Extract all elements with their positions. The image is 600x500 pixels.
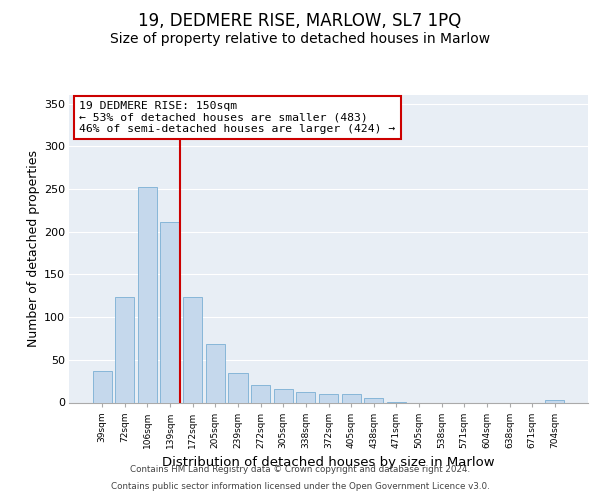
Text: Contains HM Land Registry data © Crown copyright and database right 2024.: Contains HM Land Registry data © Crown c… [130,465,470,474]
Y-axis label: Number of detached properties: Number of detached properties [26,150,40,347]
Bar [545,400,565,402]
Bar [160,222,180,402]
Bar [274,389,293,402]
X-axis label: Distribution of detached houses by size in Marlow: Distribution of detached houses by size … [162,456,495,469]
Bar [229,374,248,402]
Bar [115,296,134,403]
Bar [138,187,157,402]
Text: Contains public sector information licensed under the Open Government Licence v3: Contains public sector information licen… [110,482,490,491]
Text: 19, DEDMERE RISE, MARLOW, SL7 1PQ: 19, DEDMERE RISE, MARLOW, SL7 1PQ [139,12,461,30]
Bar [341,394,361,402]
Bar [296,392,316,402]
Bar [319,394,338,402]
Bar [183,296,202,403]
Text: 19 DEDMERE RISE: 150sqm
← 53% of detached houses are smaller (483)
46% of semi-d: 19 DEDMERE RISE: 150sqm ← 53% of detache… [79,101,395,134]
Bar [364,398,383,402]
Bar [251,386,270,402]
Bar [206,344,225,403]
Text: Size of property relative to detached houses in Marlow: Size of property relative to detached ho… [110,32,490,46]
Bar [92,371,112,402]
